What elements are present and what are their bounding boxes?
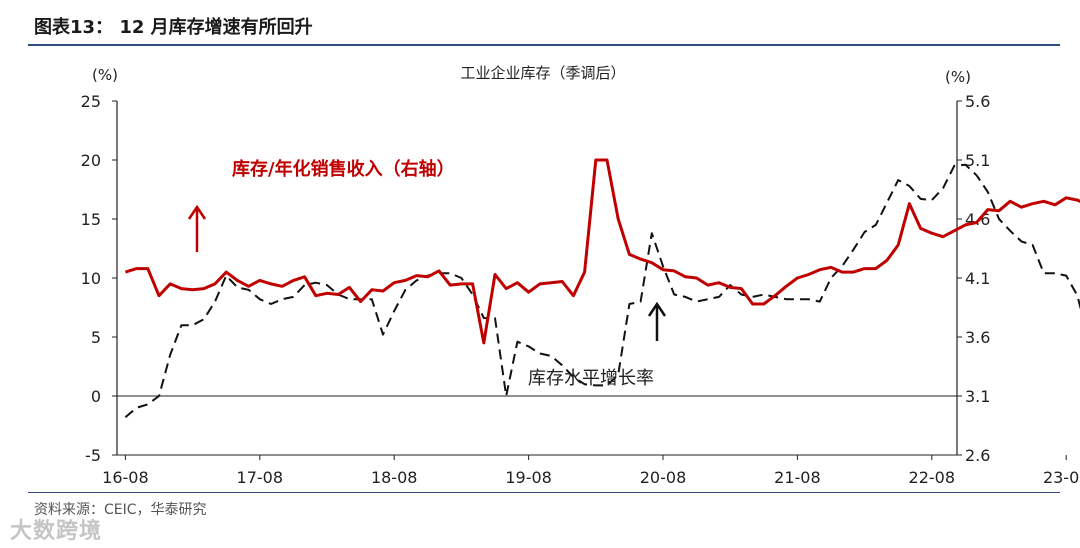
up-arrow-black-icon bbox=[647, 301, 667, 341]
growth-series-line bbox=[124, 163, 1080, 418]
x-tick-label: 16-08 bbox=[102, 468, 149, 487]
left-axis-unit: (%) bbox=[92, 66, 118, 84]
right-axis-unit: (%) bbox=[945, 68, 971, 86]
growth-series-label: 库存水平增长率 bbox=[528, 368, 654, 389]
x-tick-label: 21-08 bbox=[774, 468, 821, 487]
x-tick-label: 18-08 bbox=[371, 468, 418, 487]
figure-title: 图表13： 12 月库存增速有所回升 bbox=[34, 17, 313, 38]
ratio-series-line bbox=[124, 158, 1080, 345]
left-tick-label: 20 bbox=[81, 151, 101, 170]
left-tick-label: 25 bbox=[81, 92, 101, 111]
series-layer bbox=[124, 158, 1080, 418]
left-tick-label: 5 bbox=[91, 328, 101, 347]
x-tick-label: 19-08 bbox=[505, 468, 552, 487]
right-tick-label: 5.1 bbox=[965, 151, 990, 170]
x-tick-label: 23-08 bbox=[1043, 468, 1080, 487]
chart-title: 工业企业库存（季调后） bbox=[460, 64, 625, 82]
x-tick-label: 22-08 bbox=[909, 468, 956, 487]
left-tick-label: 10 bbox=[81, 269, 101, 288]
right-tick-label: 3.1 bbox=[965, 387, 990, 406]
header-divider bbox=[28, 44, 1060, 46]
x-tick-label: 17-08 bbox=[237, 468, 284, 487]
x-tick-label: 20-08 bbox=[640, 468, 687, 487]
right-tick-label: 5.6 bbox=[965, 92, 990, 111]
left-tick-label: 15 bbox=[81, 210, 101, 229]
right-tick-label: 3.6 bbox=[965, 328, 990, 347]
right-tick-label: 4.1 bbox=[965, 269, 990, 288]
up-arrow-red-icon bbox=[187, 204, 207, 252]
left-tick-label: -5 bbox=[85, 446, 101, 465]
footer-divider bbox=[28, 492, 1060, 493]
left-tick-label: 0 bbox=[91, 387, 101, 406]
source-note: 资料来源：CEIC，华泰研究 bbox=[34, 502, 207, 518]
watermark-logo: 大数跨境 bbox=[10, 519, 103, 544]
ratio-series-label: 库存/年化销售收入（右轴） bbox=[232, 158, 455, 180]
right-tick-label: 2.6 bbox=[965, 446, 990, 465]
